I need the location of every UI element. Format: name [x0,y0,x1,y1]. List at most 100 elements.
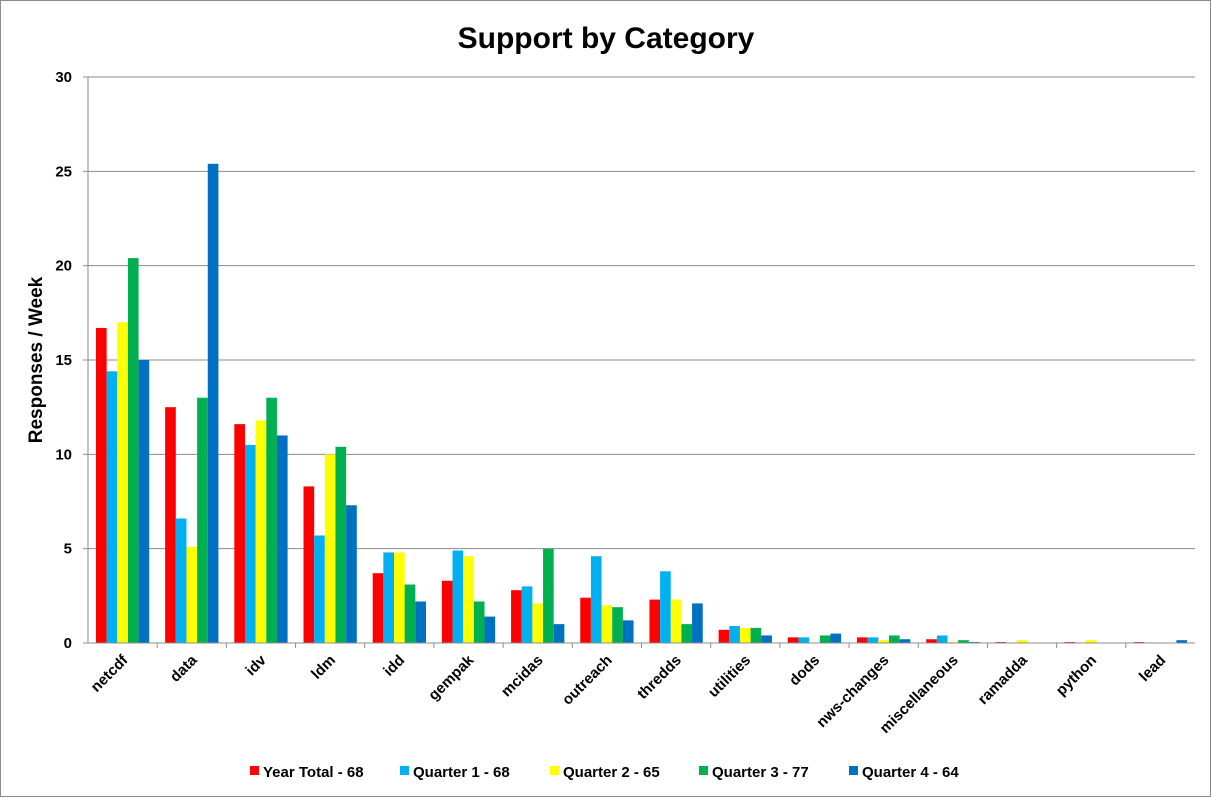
bar-dods-series-1 [798,637,810,643]
x-tick-label: python [1053,652,1100,699]
bar-ldm-series-3 [335,446,347,643]
bar-utilities-series-4 [761,635,772,643]
bar-outreach-series-4 [622,620,634,643]
bar-thredds-series-4 [692,603,703,643]
y-tick-label: 25 [55,163,72,180]
legend-label-1: Quarter 1 - 68 [413,764,510,781]
y-tick-label: 30 [55,69,72,86]
bar-idv-series-1 [244,444,256,643]
bar-outreach-series-0 [580,597,591,643]
x-tick-label: lead [1136,652,1169,685]
bar-idv-series-3 [266,397,277,643]
x-tick-label: idv [242,651,270,679]
bar-miscellaneous-series-3 [958,640,969,643]
legend-swatch-1 [400,766,409,775]
bar-thredds-series-3 [681,624,693,643]
bar-outreach-series-2 [601,605,613,643]
legend-swatch-4 [849,766,858,775]
bar-idd-series-2 [394,552,405,643]
bar-netcdf-series-4 [138,360,150,643]
y-tick-label: 10 [55,446,72,463]
bar-mcidas-series-3 [543,548,554,643]
legend-label-4: Quarter 4 - 64 [862,764,959,781]
bar-thredds-series-0 [649,599,661,643]
x-tick-label: netcdf [88,651,133,696]
bar-ramadda-series-2 [1016,640,1028,643]
bar-idd-series-0 [372,573,384,643]
bar-dods-series-4 [830,633,842,643]
x-tick-label: ramadda [975,651,1032,708]
bar-miscellaneous-series-0 [926,639,937,643]
bar-utilities-series-1 [729,626,740,643]
x-axis-ticks: netcdf data idv ldm idd gempak mcidas outreach t… [88,643,1169,737]
bar-ldm-series-4 [346,505,357,643]
bar-idd-series-1 [383,552,395,643]
x-tick-label: data [167,651,201,685]
bar-utilities-series-3 [750,627,762,643]
bar-gempak-series-3 [473,601,485,643]
bar-netcdf-series-1 [106,371,118,643]
bar-netcdf-series-0 [95,327,107,643]
x-tick-label: outreach [559,652,616,709]
bar-utilities-series-2 [739,627,751,643]
bar-data-series-3 [197,397,208,643]
bar-mcidas-series-0 [511,590,522,643]
y-tick-label: 5 [64,541,72,558]
legend: Year Total - 68 Quarter 1 - 68 Quarter 2 -… [250,764,959,781]
bar-mcidas-series-4 [553,624,565,643]
bar-nws-changes-series-0 [857,637,868,643]
bar-gempak-series-0 [441,580,453,643]
legend-label-2: Quarter 2 - 65 [563,764,660,781]
bar-miscellaneous-series-1 [936,635,948,643]
x-tick-label: idd [380,652,408,680]
y-tick-label: 0 [64,635,72,652]
bar-dods-series-0 [787,637,799,643]
bar-data-series-2 [186,546,198,643]
bar-nws-changes-series-2 [878,640,889,643]
x-tick-label: gempak [425,651,478,704]
y-tick-label: 20 [55,258,72,275]
bar-mcidas-series-1 [521,586,533,643]
bar-ldm-series-1 [314,535,325,643]
bar-thredds-series-1 [660,571,671,643]
bar-data-series-0 [165,407,176,643]
bars [95,163,1188,643]
bar-mcidas-series-2 [532,603,544,643]
bar-ldm-series-0 [303,486,315,643]
x-tick-label: utilities [705,652,754,701]
bar-idv-series-0 [234,424,245,643]
bar-idd-series-4 [415,601,426,643]
legend-label-3: Quarter 3 - 77 [712,764,809,781]
bar-outreach-series-3 [612,607,623,643]
bar-idv-series-2 [255,420,267,643]
bar-ldm-series-2 [324,454,336,643]
bar-nws-changes-series-1 [867,637,879,643]
bar-gempak-series-2 [463,556,474,643]
bar-utilities-series-0 [718,629,730,643]
x-tick-label: mcidas [498,652,547,701]
x-tick-label: nws-changes [813,652,892,731]
y-tick-label: 15 [55,352,72,369]
bar-gempak-series-1 [452,550,464,643]
bar-nws-changes-series-4 [899,639,911,643]
x-tick-label: dods [786,652,823,689]
y-axis-ticks: 0 5 10 15 20 25 30 [55,69,88,652]
bar-data-series-1 [175,518,187,643]
bar-python-series-2 [1085,640,1097,643]
bar-idd-series-3 [404,584,416,643]
bar-outreach-series-1 [590,556,602,643]
legend-swatch-2 [550,766,559,775]
bar-nws-changes-series-3 [888,635,900,643]
bar-dods-series-3 [819,635,831,643]
bar-gempak-series-4 [484,616,496,643]
bar-idv-series-4 [276,435,288,643]
legend-swatch-3 [699,766,708,775]
bar-data-series-4 [207,163,219,643]
bar-lead-series-4 [1176,640,1188,643]
bar-thredds-series-2 [670,599,682,643]
bar-netcdf-series-3 [127,258,139,643]
x-tick-label: ldm [308,652,339,683]
chart-title: Support by Category [458,22,755,55]
